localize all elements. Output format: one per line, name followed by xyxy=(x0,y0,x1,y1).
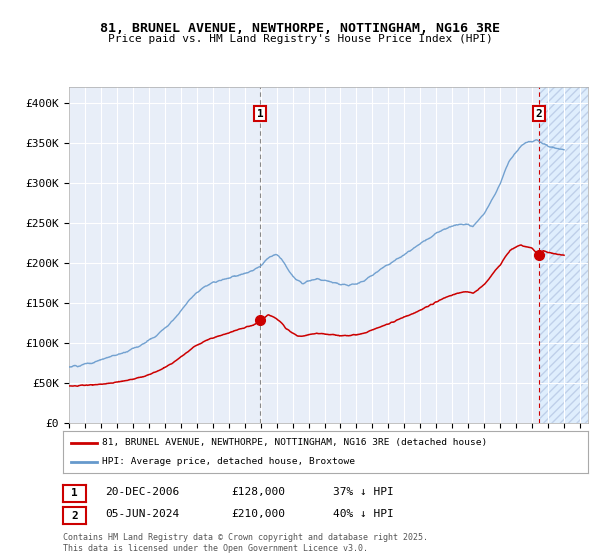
Text: Price paid vs. HM Land Registry's House Price Index (HPI): Price paid vs. HM Land Registry's House … xyxy=(107,34,493,44)
Text: 40% ↓ HPI: 40% ↓ HPI xyxy=(333,509,394,519)
Text: Contains HM Land Registry data © Crown copyright and database right 2025.
This d: Contains HM Land Registry data © Crown c… xyxy=(63,533,428,553)
Text: 1: 1 xyxy=(71,488,78,498)
Text: 81, BRUNEL AVENUE, NEWTHORPE, NOTTINGHAM, NG16 3RE: 81, BRUNEL AVENUE, NEWTHORPE, NOTTINGHAM… xyxy=(100,22,500,35)
Bar xyxy=(540,87,588,423)
Text: 05-JUN-2024: 05-JUN-2024 xyxy=(105,509,179,519)
Text: 37% ↓ HPI: 37% ↓ HPI xyxy=(333,487,394,497)
Text: 81, BRUNEL AVENUE, NEWTHORPE, NOTTINGHAM, NG16 3RE (detached house): 81, BRUNEL AVENUE, NEWTHORPE, NOTTINGHAM… xyxy=(103,438,488,447)
Text: 2: 2 xyxy=(71,511,78,521)
Text: HPI: Average price, detached house, Broxtowe: HPI: Average price, detached house, Brox… xyxy=(103,458,355,466)
Text: 20-DEC-2006: 20-DEC-2006 xyxy=(105,487,179,497)
Text: 1: 1 xyxy=(257,109,263,119)
Bar xyxy=(540,87,588,423)
Text: £210,000: £210,000 xyxy=(231,509,285,519)
Text: 2: 2 xyxy=(536,109,542,119)
Text: £128,000: £128,000 xyxy=(231,487,285,497)
